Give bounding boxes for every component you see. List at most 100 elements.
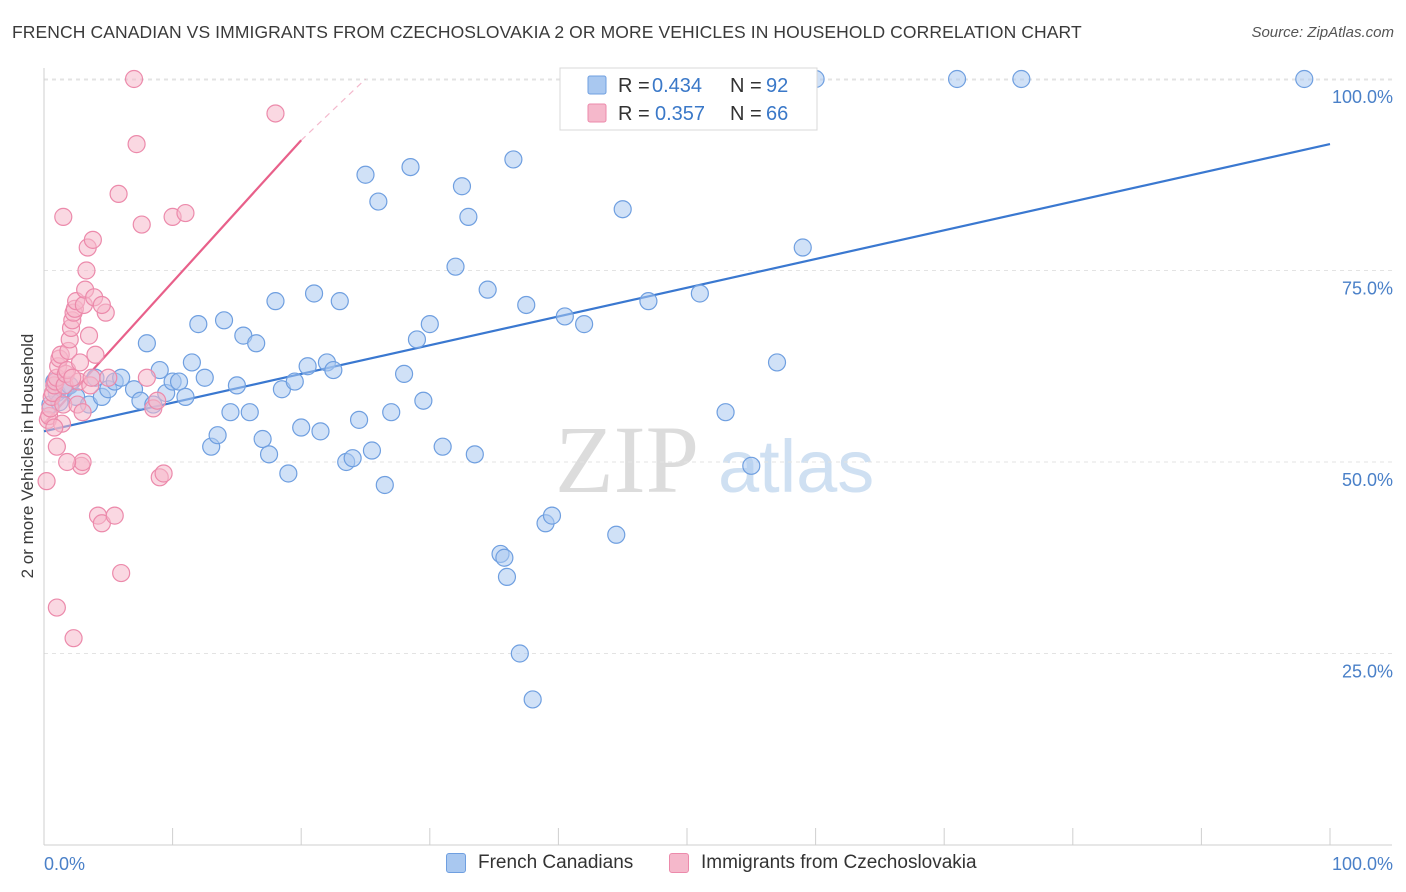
bottom-legend-item-french-canadians: French Canadians xyxy=(446,852,633,874)
czechoslovakia-point xyxy=(112,563,131,583)
french-canadian-point xyxy=(369,192,388,211)
french-canadian-point xyxy=(362,441,382,460)
czechoslovakia-point xyxy=(77,261,96,280)
french-canadian-point xyxy=(375,475,394,495)
watermark-atlas: atlas xyxy=(718,425,874,508)
legend-n-label-2: N = xyxy=(730,103,762,125)
czechoslovakia-point xyxy=(92,295,111,315)
czechoslovakia-point xyxy=(37,472,56,491)
y-tick-label: 100.0% xyxy=(1332,87,1393,107)
french-canadian-point xyxy=(343,449,362,468)
french-canadian-point xyxy=(742,456,761,475)
source-label: Source: ZipAtlas.com xyxy=(1251,24,1394,41)
y-tick-label: 75.0% xyxy=(1342,279,1393,299)
french-canadian-point xyxy=(214,311,234,330)
bottom-legend: French Canadians Immigrants from Czechos… xyxy=(0,852,1406,878)
french-canadian-point xyxy=(169,372,189,391)
bottom-legend-label-1: French Canadians xyxy=(478,852,634,873)
bottom-legend-label-2: Immigrants from Czechoslovakia xyxy=(701,852,977,873)
legend-swatch-blue xyxy=(587,75,607,95)
czechoslovakia-point xyxy=(73,452,92,472)
axes xyxy=(43,68,1392,846)
czechoslovakia-point xyxy=(70,353,90,372)
french-canadian-point xyxy=(639,292,658,311)
czechoslovakia-point xyxy=(83,230,102,249)
french-canadian-point xyxy=(523,690,542,709)
french-canadian-point xyxy=(497,567,517,587)
french-canadian-point xyxy=(330,292,349,311)
french-canadian-point xyxy=(716,403,735,422)
french-canadian-point xyxy=(1012,69,1031,89)
czechoslovakia-point xyxy=(47,437,66,456)
czechoslovakia-point xyxy=(45,418,64,437)
czechoslovakia-point xyxy=(176,203,195,223)
y-tick-label: 50.0% xyxy=(1342,470,1393,490)
legend-r-label-2: R = xyxy=(618,103,650,125)
bottom-legend-swatch-blue xyxy=(446,853,466,873)
french-canadian-point xyxy=(407,330,427,349)
legend-swatch-pink xyxy=(587,103,607,123)
french-canadian-point xyxy=(247,334,266,353)
legend-n-value-1: 92 xyxy=(766,75,788,97)
french-canadian-point xyxy=(575,315,594,334)
french-canadian-point xyxy=(266,292,285,311)
french-canadian-point xyxy=(176,387,195,406)
french-canadian-point xyxy=(613,200,632,219)
y-axis-label: 2 or more Vehicles in Household xyxy=(18,334,37,579)
french-canadian-point xyxy=(394,364,414,384)
french-canadian-point xyxy=(452,177,472,196)
french-canadian-point xyxy=(433,437,452,456)
czechoslovakia-point xyxy=(86,345,105,364)
czechoslovakia-point xyxy=(79,326,99,345)
y-tick-labels: 25.0% 50.0% 75.0% 100.0% xyxy=(1332,87,1393,682)
french-canadian-trend-line xyxy=(43,143,1331,433)
czechoslovakia-point xyxy=(99,368,118,387)
czechoslovakia-point xyxy=(64,629,83,648)
czechoslovakia-point xyxy=(154,464,173,483)
french-canadian-point xyxy=(208,426,227,445)
data-points xyxy=(37,69,1314,709)
legend-r-value-2: 0.357 xyxy=(655,103,705,125)
french-canadian-point xyxy=(349,410,369,429)
x-tick-label: 0.0% xyxy=(44,854,85,874)
czechoslovakia-point xyxy=(105,506,124,525)
czechoslovakia-point xyxy=(54,207,73,226)
french-canadian-point xyxy=(292,418,311,437)
x-tick-label: 100.0% xyxy=(1332,854,1393,874)
french-canadian-point xyxy=(446,257,465,276)
czechoslovakia-point xyxy=(73,403,92,422)
french-canadian-point xyxy=(607,525,626,544)
french-canadian-point xyxy=(253,429,272,449)
french-canadian-point xyxy=(555,307,574,326)
french-canadian-point xyxy=(324,360,343,380)
french-canadian-point xyxy=(495,548,514,567)
french-canadian-point xyxy=(414,391,433,410)
czechoslovakia-point xyxy=(58,452,77,472)
french-canadian-point xyxy=(298,357,317,376)
x-tick-labels: 0.0% 100.0% xyxy=(44,854,1393,874)
french-canadian-point xyxy=(459,207,478,226)
french-canadian-point xyxy=(182,353,201,372)
czechoslovakia-point xyxy=(63,368,82,387)
french-canadian-point xyxy=(311,422,330,441)
french-canadian-point xyxy=(1295,69,1314,89)
watermark-zip: ZIP xyxy=(555,406,699,513)
czechoslovakia-point xyxy=(137,368,156,387)
french-canadian-point xyxy=(690,284,709,303)
bottom-legend-item-czechoslovakia: Immigrants from Czechoslovakia xyxy=(669,852,977,874)
french-canadian-point xyxy=(304,284,324,303)
french-canadian-point xyxy=(137,334,156,353)
bottom-legend-swatch-pink xyxy=(669,853,689,873)
french-canadian-point xyxy=(221,403,240,422)
french-canadian-point xyxy=(465,445,484,464)
legend-r-label-1: R = xyxy=(618,75,650,97)
french-canadian-point xyxy=(189,315,208,334)
french-canadian-point xyxy=(356,165,375,184)
czechoslovakia-point xyxy=(82,368,101,387)
czechoslovakia-point xyxy=(132,215,151,234)
y-tick-label: 25.0% xyxy=(1342,662,1393,682)
french-canadian-point xyxy=(420,315,439,334)
french-canadian-point xyxy=(279,464,298,483)
czechoslovakia-point xyxy=(148,391,167,410)
